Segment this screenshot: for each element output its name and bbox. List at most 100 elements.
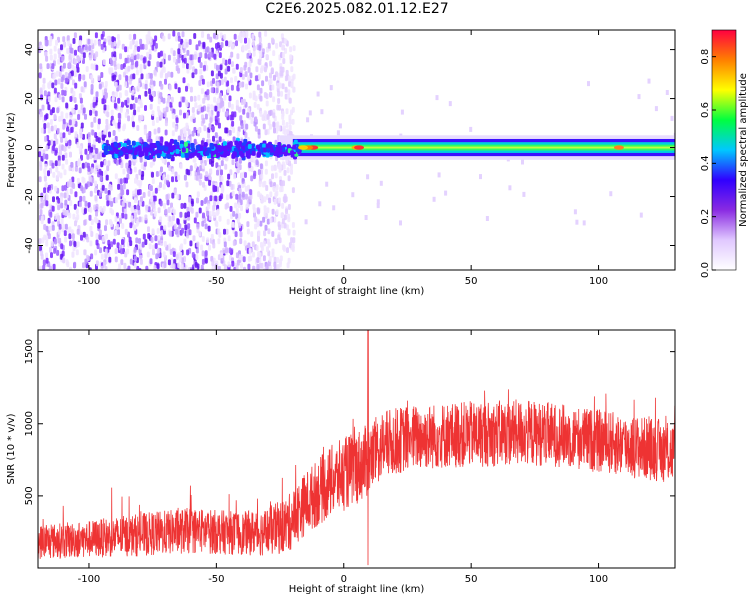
noise-cell: [53, 87, 57, 94]
noise-cell: [147, 35, 151, 42]
noise-cell: [57, 215, 61, 222]
noise-cell: [223, 228, 226, 235]
noise-cell: [256, 103, 260, 110]
noise-cell: [58, 145, 62, 152]
noise-cell: [122, 125, 126, 132]
noise-cell: [141, 170, 145, 177]
noise-cell: [94, 162, 98, 169]
noise-cell: [165, 106, 169, 113]
noise-cell: [284, 47, 287, 54]
noise-cell: [49, 48, 53, 55]
noise-cell: [145, 73, 149, 80]
noise-cell: [479, 174, 482, 180]
noise-cell: [106, 111, 110, 118]
noise-cell: [193, 33, 197, 39]
noise-cell: [62, 123, 66, 130]
noise-cell: [54, 214, 58, 220]
noise-cell: [263, 210, 267, 217]
noise-cell: [276, 257, 280, 263]
noise-cell: [66, 47, 70, 54]
noise-cell: [282, 58, 286, 64]
noise-cell: [144, 44, 148, 50]
noise-cell: [119, 53, 122, 60]
noise-cell: [266, 238, 270, 245]
noise-cell: [258, 36, 262, 43]
noise-cell: [164, 208, 168, 215]
band-cell: [191, 147, 196, 153]
noise-cell: [235, 252, 239, 259]
noise-cell: [117, 122, 121, 128]
noise-cell: [60, 83, 64, 89]
noise-cell: [92, 53, 96, 60]
noise-cell: [54, 96, 58, 103]
noise-cell: [153, 265, 157, 270]
noise-cell: [42, 83, 46, 90]
noise-cell: [87, 38, 91, 45]
noise-cell: [53, 133, 57, 140]
noise-cell: [230, 77, 233, 84]
noise-cell: [204, 257, 208, 264]
band-cell: [170, 156, 175, 162]
noise-cell: [42, 153, 46, 160]
noise-cell: [135, 220, 139, 227]
noise-cell: [265, 93, 269, 100]
noise-cell: [278, 197, 281, 204]
snr-plot-area: [38, 330, 675, 566]
noise-cell: [125, 162, 129, 169]
noise-cell: [131, 59, 134, 66]
noise-cell: [183, 202, 187, 209]
noise-cell: [287, 75, 291, 82]
noise-cell: [224, 163, 228, 170]
noise-cell: [213, 96, 217, 103]
noise-cell: [238, 32, 242, 39]
noise-cell: [59, 172, 63, 179]
noise-cell: [172, 121, 176, 128]
noise-cell: [45, 40, 49, 47]
noise-cell: [160, 225, 164, 232]
noise-cell: [206, 46, 210, 53]
noise-cell: [54, 160, 58, 167]
noise-cell: [232, 127, 236, 134]
noise-cell: [205, 171, 209, 178]
noise-cell: [156, 247, 160, 254]
noise-cell: [244, 132, 248, 138]
noise-cell: [432, 196, 436, 202]
noise-cell: [159, 50, 163, 57]
heatmap-plot-area: [38, 30, 675, 270]
band-cell: [151, 151, 156, 156]
noise-cell: [273, 127, 276, 134]
noise-cell: [40, 94, 44, 101]
noise-cell: [271, 84, 275, 91]
noise-cell: [137, 204, 141, 211]
noise-cell: [119, 217, 122, 224]
noise-cell: [140, 114, 144, 121]
noise-cell: [82, 187, 86, 194]
noise-cell: [146, 251, 150, 258]
noise-cell: [218, 215, 222, 222]
noise-cell: [129, 258, 133, 265]
noise-cell: [133, 262, 137, 269]
noise-cell: [269, 60, 273, 67]
noise-cell: [124, 213, 128, 220]
noise-cell: [189, 240, 193, 247]
band-cell: [114, 149, 119, 154]
noise-cell: [137, 46, 141, 52]
noise-cell: [259, 51, 263, 58]
noise-cell: [259, 220, 263, 227]
noise-cell: [204, 223, 208, 230]
noise-cell: [49, 54, 53, 61]
noise-cell: [77, 56, 81, 63]
noise-cell: [114, 229, 118, 236]
noise-cell: [153, 210, 157, 217]
noise-cell: [56, 127, 60, 134]
noise-cell: [82, 195, 86, 202]
noise-cell: [258, 31, 262, 38]
noise-cell: [121, 43, 125, 50]
noise-cell: [140, 196, 143, 203]
noise-cell: [94, 153, 98, 160]
noise-cell: [51, 162, 55, 169]
noise-cell: [170, 96, 174, 103]
noise-cell: [64, 77, 68, 84]
noise-cell: [285, 122, 289, 128]
noise-cell: [51, 82, 55, 89]
